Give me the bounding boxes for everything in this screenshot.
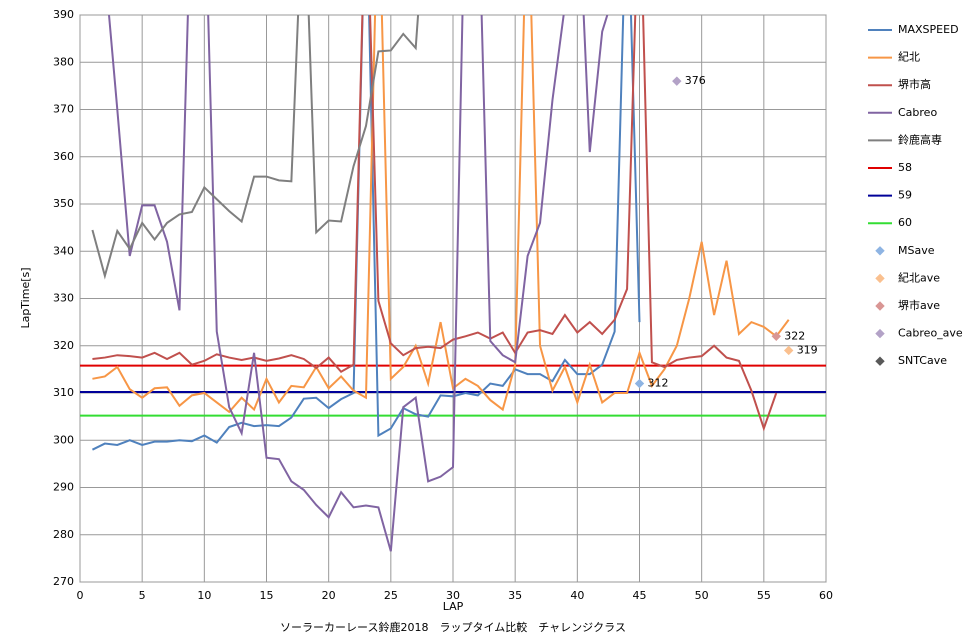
x-tick-label: 10 [197,589,211,602]
legend-swatch [875,356,885,366]
x-tick-label: 30 [446,589,460,602]
average-point [783,345,794,356]
y-tick-label: 290 [53,481,74,494]
legend-label: 鈴鹿高専 [898,132,942,146]
legend-label: SNTCave [898,354,947,367]
legend-swatch [875,246,885,256]
legend-swatch [875,328,885,339]
y-tick-label: 350 [53,197,74,210]
series-line [92,15,778,432]
legend-label: Cabreo [898,106,937,119]
marks [80,15,826,552]
legend-label: 堺市高 [898,77,931,91]
x-tick-label: 25 [384,589,398,602]
x-tick-label: 60 [819,589,833,602]
legend-label: 60 [898,216,912,229]
x-tick-label: 35 [508,589,522,602]
x-tick-label: 55 [757,589,771,602]
labels: 270 280 290 300 310 320 330 340 350 360 370 380 390 0… [53,8,963,602]
y-tick-label: 280 [53,528,74,541]
x-tick-label: 0 [77,589,84,602]
y-tick-label: 320 [53,339,74,352]
legend-label: MSave [898,244,935,257]
legend-swatch [875,301,885,311]
x-tick-label: 40 [570,589,584,602]
data-label: 319 [797,343,818,356]
chart-title: ソーラーカーレース鈴鹿2018 ラップタイム比較 チャレンジクラス [280,620,626,634]
y-tick-label: 370 [53,103,74,116]
x-tick-label: 20 [322,589,336,602]
series-line [91,15,420,280]
x-axis-label: LAP [443,600,464,613]
legend-swatch [875,273,885,284]
x-tick-label: 5 [139,589,146,602]
y-tick-label: 270 [53,575,74,588]
legend-label: 堺市ave [898,298,940,312]
y-tick-label: 340 [53,244,74,257]
series-line [92,15,790,414]
average-point [771,331,781,342]
legend-label: 紀北ave [898,271,940,284]
y-tick-label: 390 [53,8,74,21]
legend-label: 紀北 [898,51,920,64]
data-label: 322 [784,329,805,342]
legend-label: Cabreo_ave [898,327,963,340]
y-tick-label: 310 [53,386,74,399]
average-point [634,378,645,389]
legend-label: MAXSPEED [898,23,959,36]
average-point [672,76,682,86]
legend-label: 58 [898,161,912,174]
series-line [108,15,609,552]
x-tick-label: 45 [633,589,647,602]
x-tick-label: 50 [695,589,709,602]
data-label: 312 [648,377,669,390]
y-axis-label: LapTime[s] [19,267,32,328]
y-tick-label: 300 [53,433,74,446]
y-tick-label: 380 [53,55,74,68]
x-tick-label: 15 [260,589,274,602]
y-tick-label: 330 [53,292,74,305]
data-label: 376 [685,74,706,87]
y-tick-label: 360 [53,150,74,163]
legend-label: 59 [898,189,912,202]
